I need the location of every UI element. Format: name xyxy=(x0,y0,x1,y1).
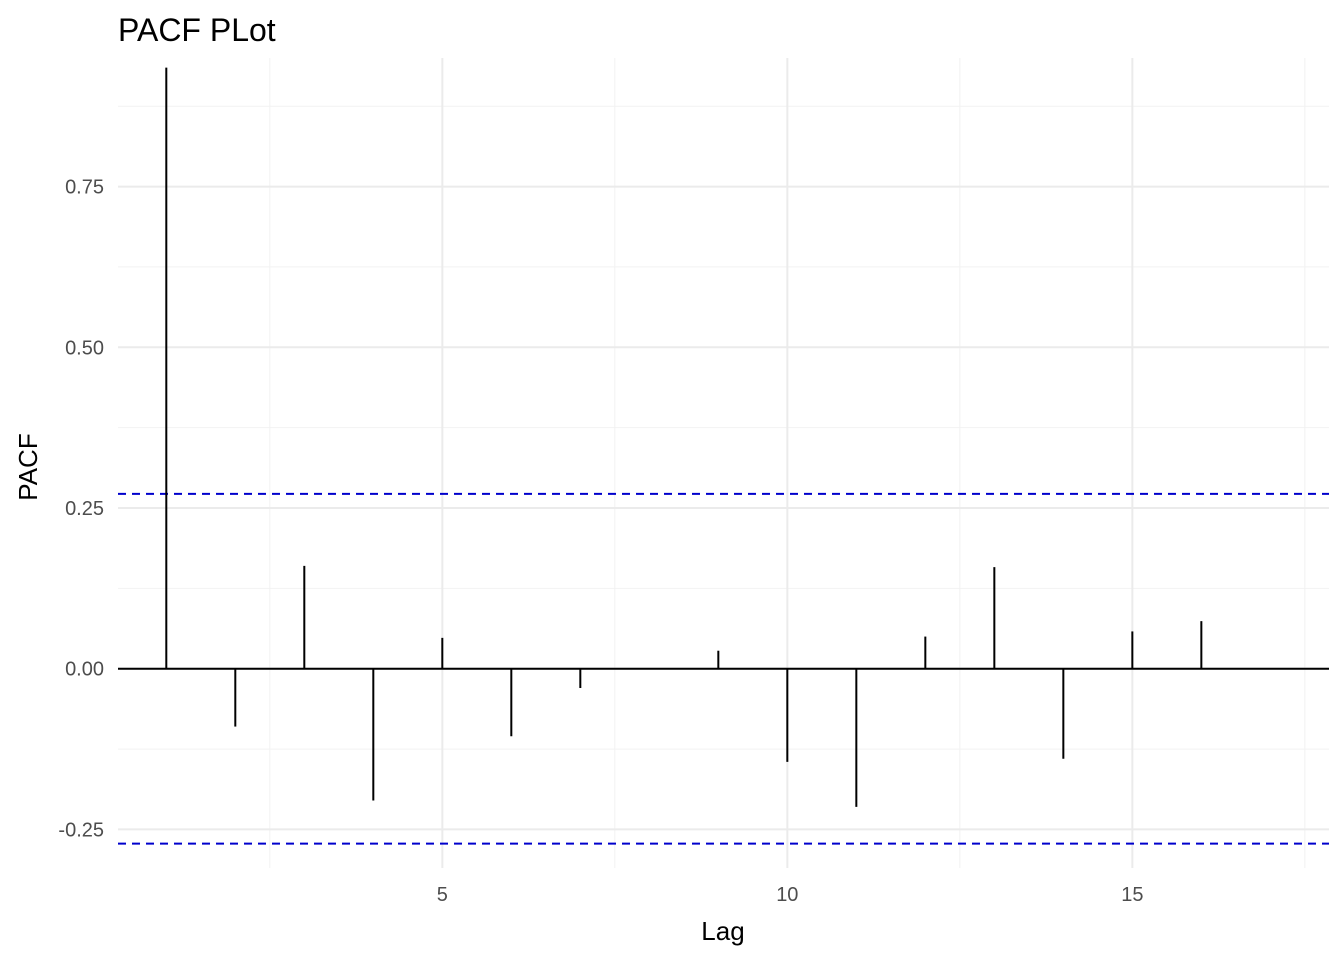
pacf-spikes xyxy=(165,67,1203,807)
minor-gridlines xyxy=(118,58,1329,868)
x-tick-label: 10 xyxy=(776,884,798,906)
x-axis-tick-labels: 5 10 15 xyxy=(437,884,1144,906)
y-tick-label: 0.00 xyxy=(65,659,104,681)
major-gridlines xyxy=(118,58,1329,868)
x-tick-label: 15 xyxy=(1121,884,1143,906)
x-tick-label: 5 xyxy=(437,884,448,906)
chart-title: PACF PLot xyxy=(118,12,276,48)
x-axis-title: Lag xyxy=(701,916,744,946)
y-tick-label: 0.25 xyxy=(65,498,104,520)
y-axis-tick-labels: -0.25 0.00 0.25 0.50 0.75 xyxy=(58,177,104,842)
y-tick-label: -0.25 xyxy=(58,819,104,841)
confidence-bounds xyxy=(118,492,1329,845)
y-tick-label: 0.50 xyxy=(65,337,104,359)
y-tick-label: 0.75 xyxy=(65,177,104,199)
y-axis-title: PACF xyxy=(13,433,43,500)
